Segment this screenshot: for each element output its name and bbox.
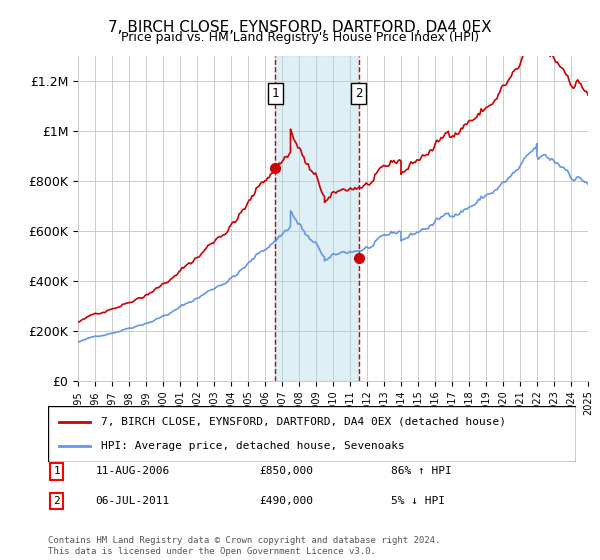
Text: £850,000: £850,000 xyxy=(259,466,313,477)
Bar xyxy=(275,56,358,381)
Text: 7, BIRCH CLOSE, EYNSFORD, DARTFORD, DA4 0EX (detached house): 7, BIRCH CLOSE, EYNSFORD, DARTFORD, DA4 … xyxy=(101,417,506,427)
Text: 1: 1 xyxy=(53,466,60,477)
Text: 1: 1 xyxy=(271,87,279,100)
Text: Contains HM Land Registry data © Crown copyright and database right 2024.
This d: Contains HM Land Registry data © Crown c… xyxy=(48,536,440,556)
Text: 2: 2 xyxy=(53,496,60,506)
Text: Price paid vs. HM Land Registry's House Price Index (HPI): Price paid vs. HM Land Registry's House … xyxy=(121,31,479,44)
Text: 5% ↓ HPI: 5% ↓ HPI xyxy=(391,496,445,506)
Text: 2: 2 xyxy=(355,87,362,100)
Text: 7, BIRCH CLOSE, EYNSFORD, DARTFORD, DA4 0EX: 7, BIRCH CLOSE, EYNSFORD, DARTFORD, DA4 … xyxy=(108,20,492,35)
Text: HPI: Average price, detached house, Sevenoaks: HPI: Average price, detached house, Seve… xyxy=(101,441,404,451)
Text: 06-JUL-2011: 06-JUL-2011 xyxy=(95,496,170,506)
FancyBboxPatch shape xyxy=(48,406,576,462)
Text: 86% ↑ HPI: 86% ↑ HPI xyxy=(391,466,452,477)
Text: £490,000: £490,000 xyxy=(259,496,313,506)
Text: 11-AUG-2006: 11-AUG-2006 xyxy=(95,466,170,477)
